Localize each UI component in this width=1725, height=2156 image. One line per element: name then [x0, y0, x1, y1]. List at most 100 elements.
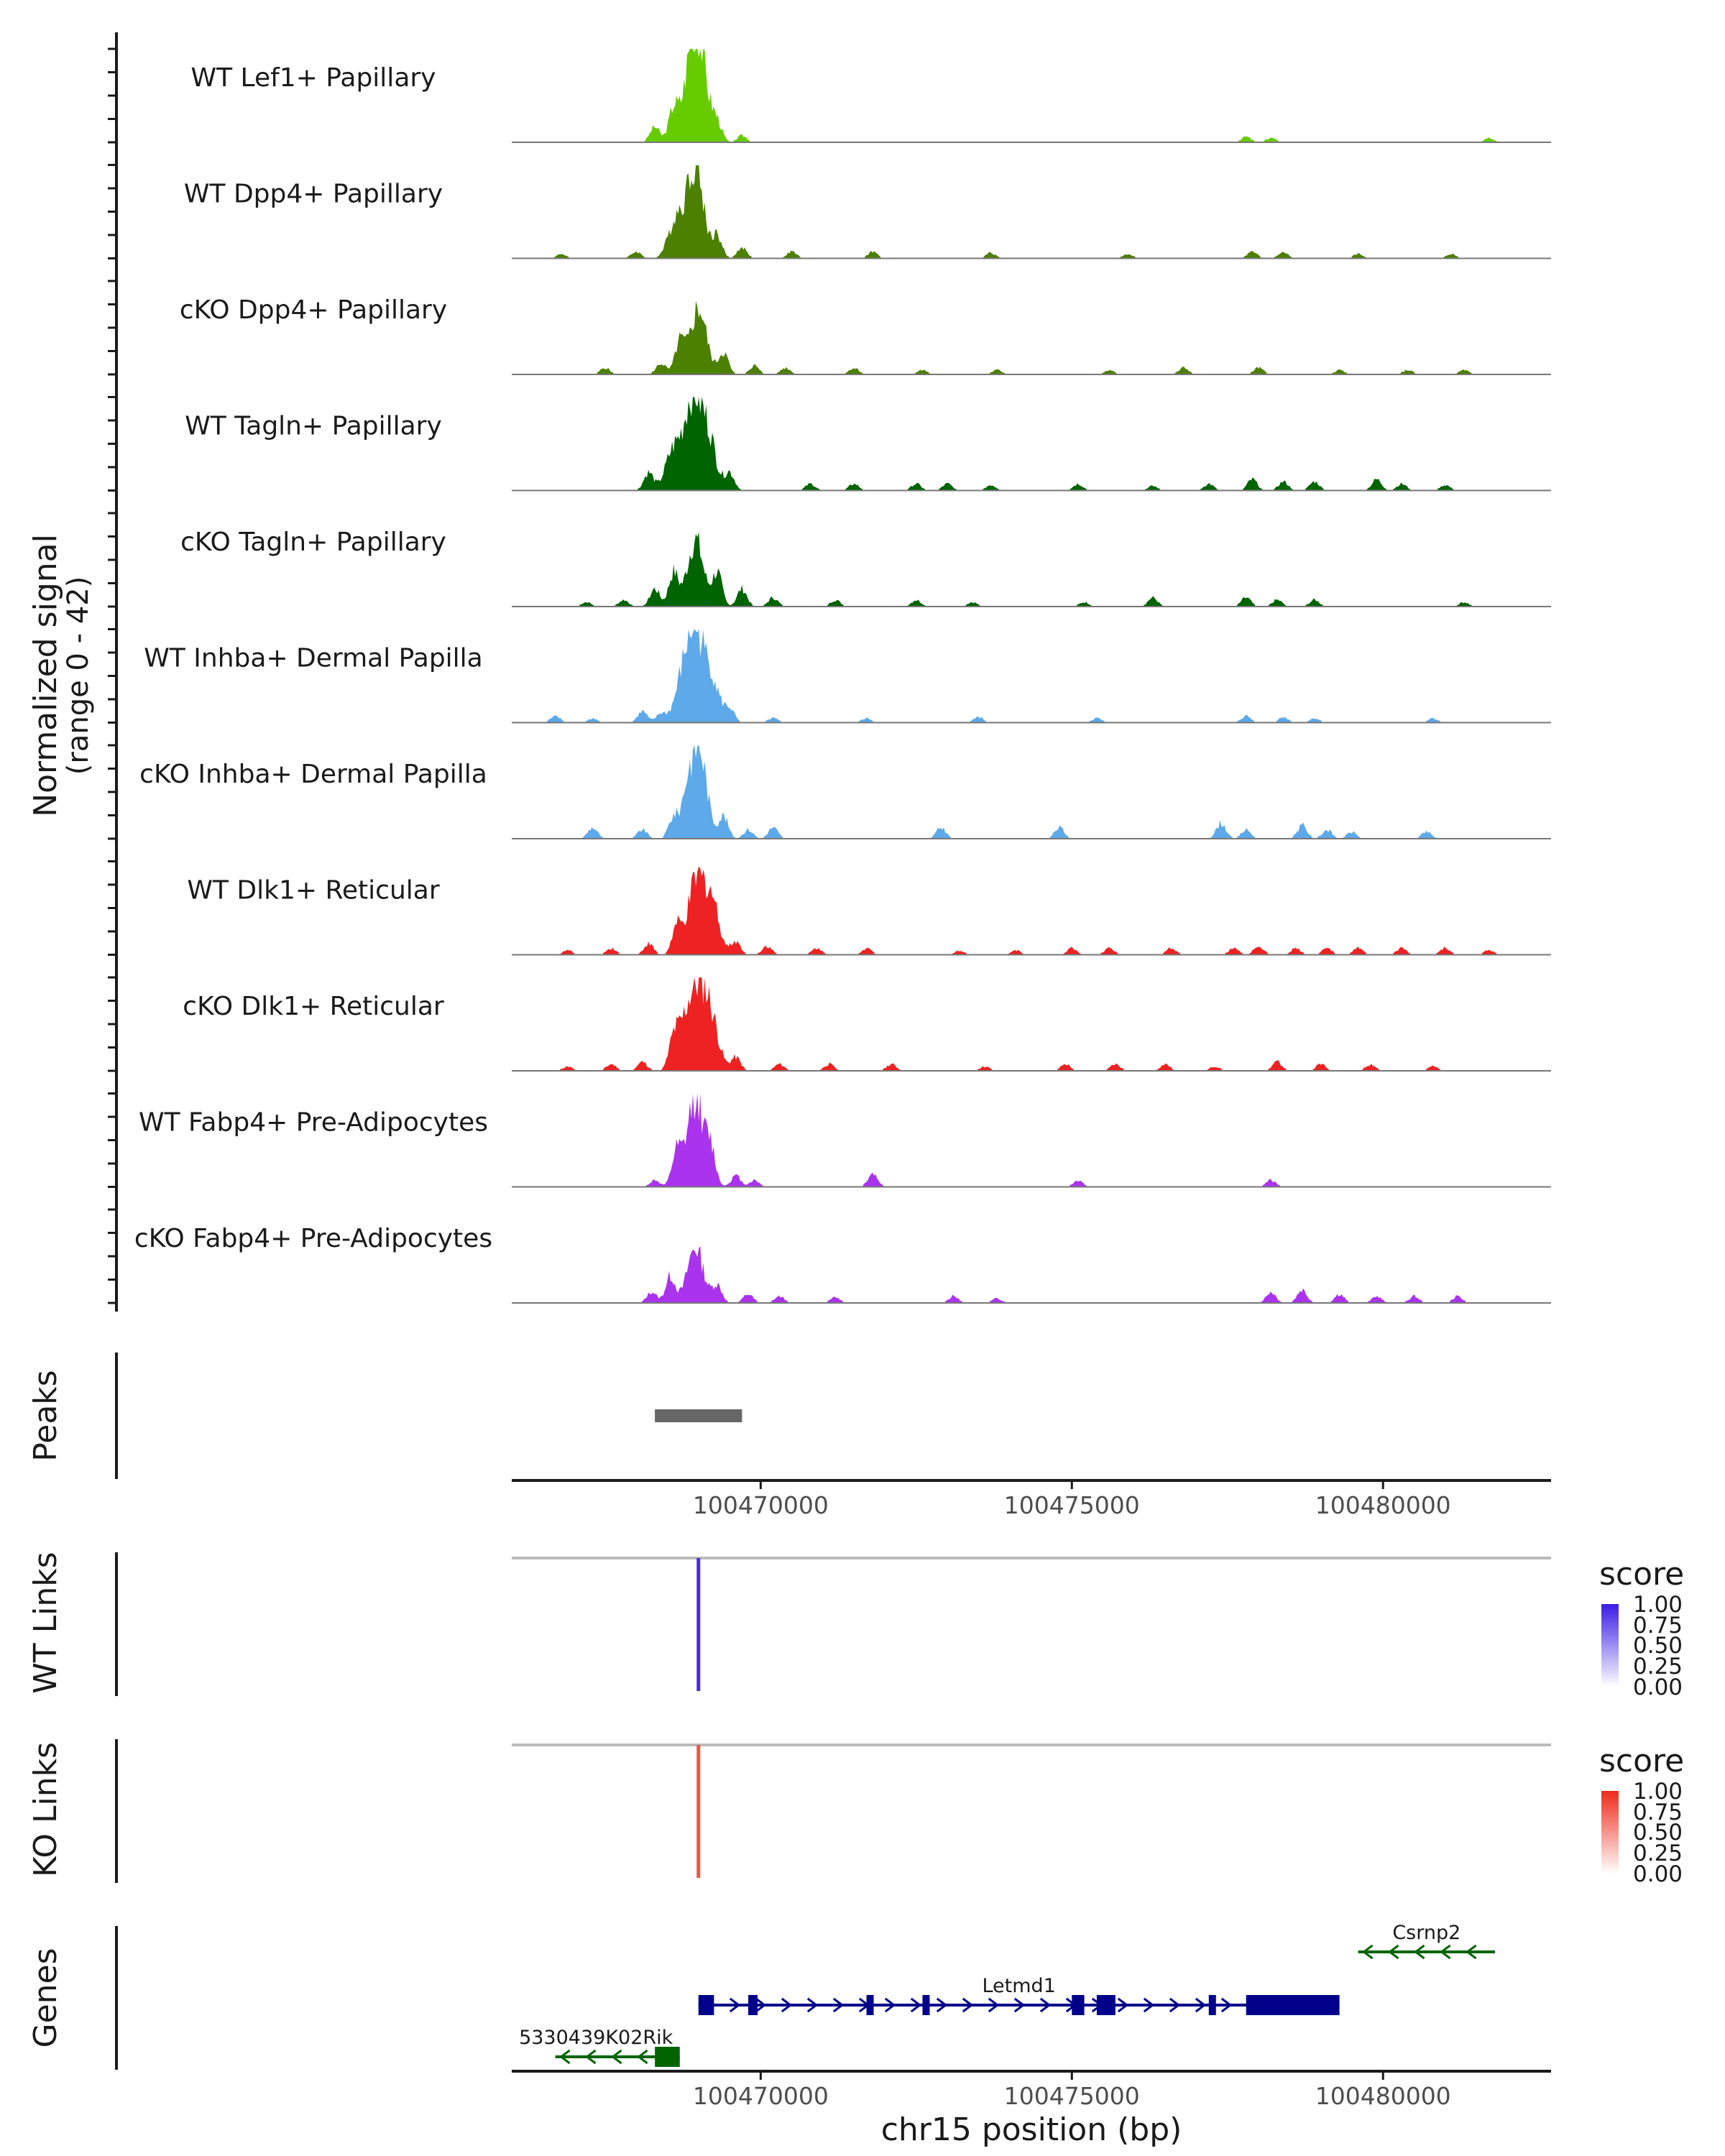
ko-legend-tick: 0.75	[1633, 1800, 1683, 1825]
strand-arrow	[729, 1997, 741, 2013]
strand-arrow	[1195, 1997, 1207, 2013]
coverage-track: WT Tagln+ Papillary	[185, 397, 1551, 492]
wt-legend-tick: 0.25	[1633, 1654, 1683, 1680]
wt-links-track	[115, 1552, 1551, 1696]
peaks-track-label: Peaks	[27, 1370, 64, 1461]
coverage-area	[512, 977, 1551, 1071]
exon	[866, 1995, 874, 2015]
coverage-track: cKO Tagln+ Papillary	[180, 528, 1551, 607]
genes-x-axis-tick-label: 100475000	[1004, 2082, 1140, 2110]
strand-arrow	[559, 2049, 571, 2065]
strand-arrow	[1039, 1997, 1052, 2013]
ko-legend-title: score	[1599, 1743, 1684, 1779]
strand-arrow	[962, 1997, 974, 2013]
strand-arrow	[1362, 1944, 1374, 1960]
peak-region	[655, 1409, 742, 1422]
coverage-track: cKO Dpp4+ Papillary	[180, 295, 1551, 375]
coverage-track: WT Dpp4+ Papillary	[184, 165, 1551, 259]
coverage-track-label: WT Fabp4+ Pre-Adipocytes	[139, 1108, 488, 1138]
ko-legend-colorbar	[1601, 1791, 1619, 1874]
coverage-track-label: WT Dpp4+ Papillary	[184, 180, 443, 209]
strand-arrow	[755, 1997, 767, 2013]
coverage-track: WT Dlk1+ Reticular	[187, 866, 1551, 956]
coverage-track: cKO Dlk1+ Reticular	[183, 977, 1551, 1072]
strand-arrow	[884, 1997, 896, 2013]
coverage-area	[512, 1246, 1551, 1303]
coverage-area	[512, 165, 1551, 259]
coverage-area	[512, 745, 1551, 839]
coverage-track: WT Inhba+ Dermal Papilla	[144, 629, 1551, 724]
coverage-track-label: WT Lef1+ Papillary	[191, 63, 436, 93]
exon	[698, 1995, 714, 2015]
coverage-area	[512, 300, 1551, 374]
x-axis-title: chr15 position (bp)	[881, 2111, 1182, 2148]
exon	[748, 1995, 758, 2015]
ko-links-track-label: KO Links	[27, 1742, 64, 1877]
coverage-area	[512, 1093, 1551, 1187]
exon	[922, 1995, 930, 2015]
gene-label: Csrnp2	[1392, 1922, 1460, 1944]
wt-links-legend: score 1.00 0.75 0.50 0.25 0.00	[1599, 1556, 1684, 1700]
strand-arrow	[585, 2049, 597, 2065]
strand-arrow	[1117, 1997, 1129, 2013]
strand-arrow	[910, 1997, 922, 2013]
wt-legend-tick: 0.75	[1633, 1613, 1683, 1639]
strand-arrow	[988, 1997, 1000, 2013]
coverage-track-label: WT Tagln+ Papillary	[185, 412, 442, 441]
wt-legend-tick: 0.50	[1633, 1633, 1683, 1659]
wt-legend-title: score	[1599, 1556, 1684, 1593]
coverage-area	[512, 49, 1551, 142]
wt-legend-tick: 1.00	[1633, 1592, 1683, 1618]
genes-x-axis-tick-label: 100470000	[693, 2082, 829, 2110]
y-axis-title: Normalized signal	[27, 534, 64, 817]
gene-label: Letmd1	[982, 1975, 1055, 1997]
coverage-track-label: cKO Dpp4+ Papillary	[180, 295, 447, 325]
coverage-track-label: cKO Inhba+ Dermal Papilla	[139, 760, 487, 789]
strand-arrow	[781, 1997, 793, 2013]
coverage-track: cKO Inhba+ Dermal Papilla	[139, 745, 1551, 839]
exon	[1208, 1995, 1216, 2015]
peaks-x-axis-tick-label: 100480000	[1315, 1491, 1451, 1519]
gene-model: Csrnp2	[1358, 1922, 1496, 1960]
wt-legend-colorbar	[1601, 1604, 1619, 1687]
coverage-area	[512, 532, 1551, 607]
strand-arrow	[611, 2049, 622, 2065]
strand-arrow	[1169, 1997, 1181, 2013]
coverage-area	[512, 629, 1551, 723]
coverage-track: WT Lef1+ Papillary	[191, 49, 1551, 143]
strand-arrow	[1466, 1944, 1477, 1960]
strand-arrow	[1220, 1997, 1233, 2013]
strand-arrow	[1013, 1997, 1026, 2013]
ko-legend-tick: 0.50	[1633, 1820, 1683, 1846]
exon	[655, 2047, 680, 2067]
strand-arrow	[936, 1997, 948, 2013]
coverage-track: WT Fabp4+ Pre-Adipocytes	[139, 1093, 1551, 1188]
ko-legend-tick: 0.25	[1633, 1841, 1683, 1866]
coverage-track: cKO Fabp4+ Pre-Adipocytes	[134, 1224, 1551, 1304]
strand-arrow	[1440, 1944, 1451, 1960]
genes-track-label: Genes	[27, 1948, 64, 2047]
coverage-track-label: cKO Tagln+ Papillary	[180, 528, 446, 557]
coverage-track-label: cKO Fabp4+ Pre-Adipocytes	[134, 1224, 492, 1253]
peaks-x-axis-tick-label: 100475000	[1004, 1491, 1140, 1519]
strand-arrow	[1143, 1997, 1155, 2013]
peaks-x-axis-tick-label: 100470000	[693, 1491, 829, 1519]
ko-links-track	[115, 1739, 1551, 1883]
wt-legend-tick: 0.00	[1633, 1674, 1683, 1700]
gene-model: Letmd1	[698, 1975, 1340, 2015]
strand-arrow	[832, 1997, 845, 2013]
y-axis-range: (range 0 - 42)	[62, 576, 95, 775]
ko-links-legend: score 1.00 0.75 0.50 0.25 0.00	[1599, 1743, 1684, 1887]
wt-links-track-label: WT Links	[27, 1552, 64, 1693]
gene-label: 5330439K02Rik	[519, 2027, 673, 2049]
exon	[1096, 1995, 1116, 2015]
gene-model: 5330439K02Rik	[519, 2027, 680, 2067]
strand-arrow	[1388, 1944, 1399, 1960]
genes-x-axis-tick-label: 100480000	[1315, 2082, 1451, 2110]
coverage-area	[512, 397, 1551, 491]
exon	[1072, 1995, 1085, 2015]
strand-arrow	[1414, 1944, 1425, 1960]
coverage-track-label: cKO Dlk1+ Reticular	[183, 992, 444, 1021]
coverage-area	[512, 866, 1551, 955]
